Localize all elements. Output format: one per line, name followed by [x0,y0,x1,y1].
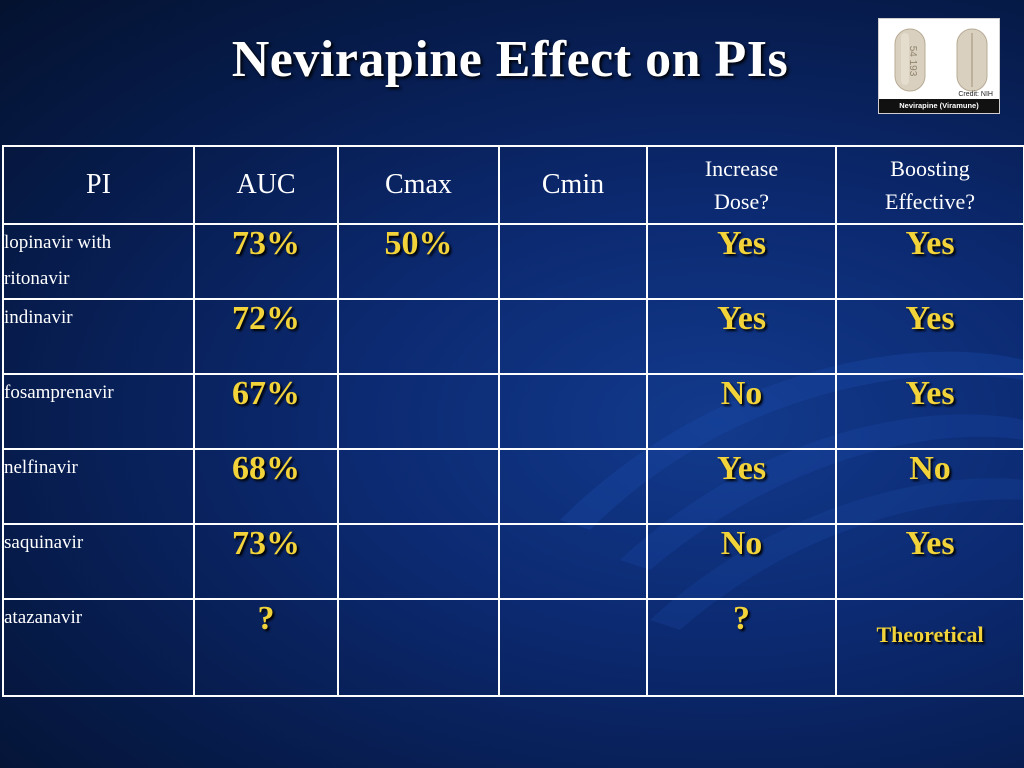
pill-imprint: 54 193 [907,46,918,77]
cmin-value [498,523,648,600]
cmax-value [337,298,500,375]
cmin-value [498,298,648,375]
cmax-value [337,598,500,697]
auc-value: 73% [193,223,339,300]
auc-value: 67% [193,373,339,450]
auc-value: ? [193,598,339,697]
increase-dose-value: Yes [646,223,837,300]
header-increase-dose: Increase Dose? [646,145,837,225]
header-auc: AUC [193,145,339,225]
boosting-effective-value: Theoretical [835,598,1024,697]
photo-credit: Credit: NIH [958,91,993,98]
header-pi: PI [2,145,195,225]
boosting-effective-value: Yes [835,298,1024,375]
photo-caption: Nevirapine (Viramune) [879,99,999,113]
cmax-value: 50% [337,223,500,300]
boosting-effective-value: Yes [835,373,1024,450]
increase-dose-value: Yes [646,298,837,375]
table-row: lopinavir with ritonavir 73% 50% Yes Yes [2,223,1024,300]
increase-dose-value: ? [646,598,837,697]
increase-dose-value: No [646,523,837,600]
table-row: fosamprenavir 67% No Yes [2,373,1024,450]
table-row: atazanavir ? ? Theoretical [2,598,1024,697]
auc-value: 68% [193,448,339,525]
cmin-value [498,598,648,697]
cmax-value [337,523,500,600]
cmax-value [337,448,500,525]
table-header-row: PI AUC Cmax Cmin Increase Dose? Boosting… [2,145,1024,225]
auc-value: 72% [193,298,339,375]
cmin-value [498,373,648,450]
nevirapine-pi-table: PI AUC Cmax Cmin Increase Dose? Boosting… [2,145,1024,697]
table-row: nelfinavir 68% Yes No [2,448,1024,525]
boosting-effective-value: Yes [835,523,1024,600]
cmin-value [498,223,648,300]
header-boosting-effective: Boosting Effective? [835,145,1024,225]
drug-name: fosamprenavir [2,373,195,450]
increase-dose-value: No [646,373,837,450]
drug-name: nelfinavir [2,448,195,525]
table-row: indinavir 72% Yes Yes [2,298,1024,375]
slide-title: Nevirapine Effect on PIs [231,31,789,88]
header-cmin: Cmin [498,145,648,225]
cmin-value [498,448,648,525]
header-cmax: Cmax [337,145,500,225]
auc-value: 73% [193,523,339,600]
boosting-effective-value: Yes [835,223,1024,300]
pill-image: 54 193 [894,28,988,92]
pill-photo: 54 193 Credit: NIH Nevirapine (Viramune) [878,18,1000,114]
increase-dose-value: Yes [646,448,837,525]
table-row: saquinavir 73% No Yes [2,523,1024,600]
drug-name: atazanavir [2,598,195,697]
boosting-effective-value: No [835,448,1024,525]
cmax-value [337,373,500,450]
drug-name: saquinavir [2,523,195,600]
drug-name: lopinavir with ritonavir [2,223,195,300]
drug-name: indinavir [2,298,195,375]
